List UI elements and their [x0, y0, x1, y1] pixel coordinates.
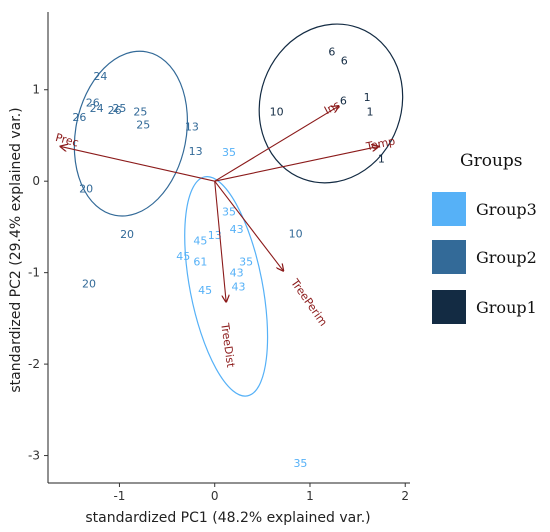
- point-label-group2: 10: [289, 227, 303, 240]
- ellipse-group2: [61, 41, 201, 225]
- point-label-group2: 26: [72, 111, 86, 124]
- point-label-group2: 24: [93, 70, 107, 83]
- point-label-group2: 20: [79, 183, 93, 196]
- legend-title: Groups: [460, 151, 523, 171]
- point-label-group2: 20: [82, 278, 96, 291]
- point-label-group2: 13: [185, 120, 199, 133]
- x-tick-label: 2: [401, 489, 409, 503]
- point-label-group3: 43: [230, 267, 244, 280]
- point-label-group3: 43: [230, 223, 244, 236]
- point-label-group1: 6: [328, 45, 335, 58]
- point-label-group3: 35: [222, 205, 236, 218]
- legend-swatch-group2: [432, 240, 466, 274]
- x-axis-label: standardized PC1 (48.2% explained var.): [85, 510, 370, 526]
- loading-label-treeperim: TreePerim: [288, 276, 330, 329]
- point-label-group3: 35: [293, 457, 307, 470]
- point-label-group3: 61: [193, 256, 207, 269]
- point-label-group1: 6: [341, 54, 348, 67]
- point-label-group3: 45: [176, 250, 190, 263]
- loading-label-temp: Temp: [364, 135, 396, 154]
- axes: -1 0 1 210-1-2-3: [28, 12, 410, 503]
- x-tick-label: 0: [211, 489, 219, 503]
- loading-label-prec: Prec: [54, 131, 80, 150]
- y-tick-label: -2: [28, 357, 40, 371]
- point-label-group2: 25: [136, 118, 150, 131]
- loading-label-treedist: TreeDist: [218, 321, 237, 369]
- point-label-group1: 1: [366, 106, 373, 119]
- point-label-group2: 13: [189, 145, 203, 158]
- point-label-group3: 43: [232, 280, 246, 293]
- point-label-group3: 45: [193, 235, 207, 248]
- point-label-group2: 24: [90, 102, 104, 115]
- y-tick-label: -3: [28, 449, 40, 463]
- point-label-group3: 35: [222, 146, 236, 159]
- y-tick-label: -1: [28, 266, 40, 280]
- x-tick-label: -1: [113, 489, 125, 503]
- y-tick-label: 0: [32, 174, 40, 188]
- y-axis-label: standardized PC2 (29.4% explained var.): [8, 107, 24, 392]
- point-label-group3: 45: [198, 284, 212, 297]
- legend-swatch-group3: [432, 192, 466, 226]
- point-label-group2: 20: [120, 228, 134, 241]
- group-ellipses: [61, 4, 425, 403]
- point-label-group1: 10: [270, 106, 284, 119]
- legend-swatch-group1: [432, 290, 466, 324]
- y-tick-label: 1: [32, 83, 40, 97]
- x-tick-label: 1: [306, 489, 314, 503]
- point-label-group2: 25: [112, 102, 126, 115]
- legend-label-group1: Group1: [476, 298, 537, 317]
- point-label-group1: 1: [364, 91, 371, 104]
- point-label-group1: 1: [378, 152, 385, 165]
- legend: Groups Group3 Group2 Group1: [432, 151, 537, 324]
- legend-label-group3: Group3: [476, 200, 537, 219]
- point-label-group2: 25: [133, 106, 147, 119]
- legend-label-group2: Group2: [476, 248, 537, 267]
- point-label-group1: 6: [340, 95, 347, 108]
